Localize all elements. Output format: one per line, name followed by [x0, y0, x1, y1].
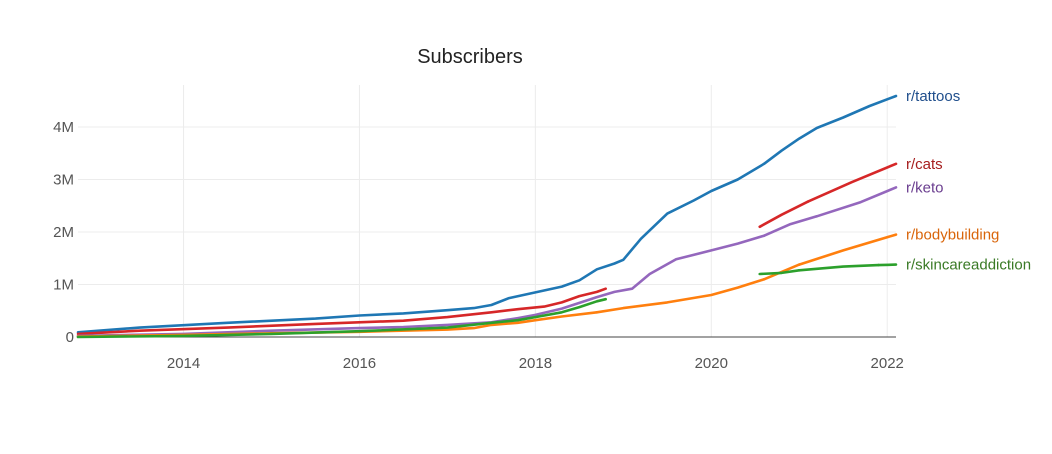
series-line — [762, 215, 819, 237]
series-line — [806, 162, 898, 203]
series-label: r/cats — [906, 156, 943, 173]
series-line — [815, 186, 898, 218]
y-tick-label: 3M — [53, 172, 74, 189]
series-label: r/bodybuilding — [906, 227, 999, 244]
series-line — [595, 278, 766, 314]
chart-title: Subscribers — [417, 46, 523, 68]
series-label: r/skincareaddiction — [906, 257, 1031, 274]
series-line — [76, 234, 766, 338]
series-label: r/tattoos — [906, 88, 960, 105]
x-tick-label: 2020 — [695, 355, 728, 372]
series-label: r/keto — [906, 179, 944, 196]
series-line — [797, 233, 898, 266]
x-tick-label: 2022 — [871, 355, 904, 372]
series-line — [76, 287, 607, 336]
series-line — [76, 297, 607, 339]
series-line — [797, 263, 880, 272]
x-tick-label: 2016 — [343, 355, 376, 372]
series-line — [758, 200, 810, 229]
y-tick-label: 0 — [66, 329, 74, 346]
y-tick-label: 4M — [53, 119, 74, 136]
series-line — [76, 94, 898, 334]
x-tick-label: 2018 — [519, 355, 552, 372]
series-line — [877, 263, 898, 267]
y-tick-label: 1M — [53, 277, 74, 294]
series-line — [534, 311, 599, 322]
y-tick-label: 2M — [53, 224, 74, 241]
series-line — [758, 269, 801, 276]
x-tick-label: 2014 — [167, 355, 200, 372]
